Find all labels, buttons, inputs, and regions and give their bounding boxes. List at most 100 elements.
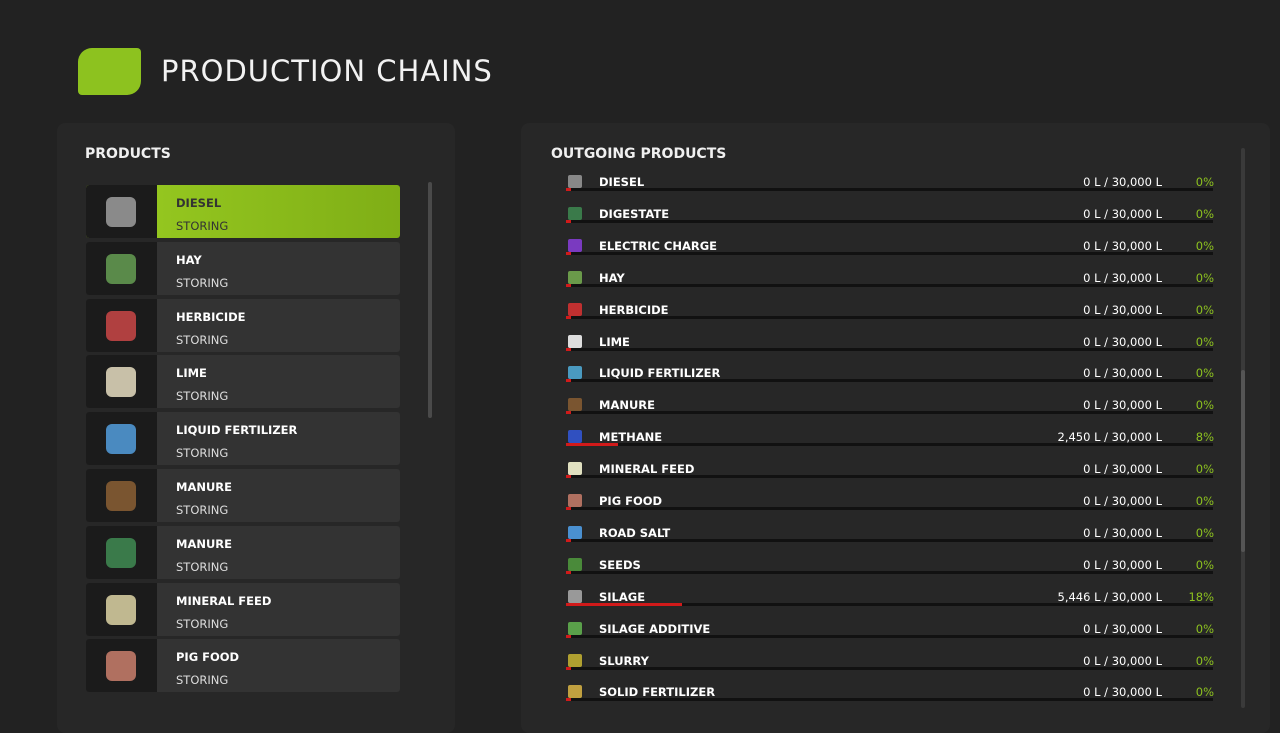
progress-fill — [566, 570, 571, 574]
product-icon — [568, 621, 582, 635]
product-name: MANURE — [176, 480, 233, 494]
outgoing-row: DIESEL 0 L / 30,000 L 0% — [566, 175, 1214, 203]
fill-percent: 0% — [1195, 270, 1214, 285]
progress-track — [566, 634, 1213, 638]
product-name: SILAGE ADDITIVE — [599, 621, 711, 636]
product-status: STORING — [176, 446, 229, 461]
product-icon — [568, 366, 582, 380]
product-status: STORING — [176, 616, 229, 631]
fill-percent: 0% — [1195, 238, 1214, 253]
outgoing-row: DIGESTATE 0 L / 30,000 L 0% — [566, 206, 1214, 235]
icon-shape — [106, 253, 136, 284]
fill-level: 2,450 L / 30,000 L — [1057, 430, 1162, 445]
fill-percent: 0% — [1195, 653, 1214, 668]
product-item[interactable]: MINERAL FEED STORING — [86, 582, 400, 636]
progress-track — [566, 347, 1213, 351]
product-name: DIESEL — [599, 175, 645, 189]
outgoing-row: METHANE 2,450 L / 30,000 L 8% — [566, 430, 1214, 458]
fill-level: 5,446 L / 30,000 L — [1057, 589, 1162, 604]
icon-shape — [106, 197, 136, 227]
outgoing-row: HERBICIDE 0 L / 30,000 L 0% — [566, 302, 1214, 331]
product-icon — [86, 525, 157, 579]
progress-track — [566, 475, 1213, 479]
product-icon — [568, 685, 582, 699]
product-item[interactable]: HERBICIDE STORING — [86, 298, 400, 352]
product-icon — [86, 185, 157, 238]
icon-shape — [106, 481, 136, 511]
fill-level: 0 L / 30,000 L — [1083, 206, 1162, 221]
fill-percent: 0% — [1195, 206, 1214, 221]
fill-level: 0 L / 30,000 L — [1083, 653, 1162, 668]
progress-fill — [566, 347, 571, 351]
product-icon — [568, 238, 582, 252]
product-status: STORING — [176, 389, 229, 404]
product-name: DIGESTATE — [599, 206, 670, 221]
product-item[interactable]: LIME STORING — [86, 355, 400, 409]
progress-track — [566, 538, 1213, 542]
product-name: LIQUID FERTILIZER — [599, 366, 721, 381]
progress-track — [566, 315, 1213, 319]
fill-level: 0 L / 30,000 L — [1083, 270, 1162, 285]
fill-level: 0 L / 30,000 L — [1083, 621, 1162, 636]
fill-level: 0 L / 30,000 L — [1083, 175, 1162, 189]
progress-fill — [566, 507, 571, 510]
outgoing-row: SLURRY 0 L / 30,000 L 0% — [566, 653, 1214, 682]
product-item[interactable]: MANURE STORING — [86, 525, 400, 579]
progress-fill — [566, 219, 571, 223]
fill-level: 0 L / 30,000 L — [1083, 334, 1162, 349]
product-icon — [568, 398, 582, 412]
product-status: STORING — [176, 219, 229, 233]
product-icon — [86, 241, 157, 295]
product-name: METHANE — [599, 430, 663, 445]
product-item[interactable]: HAY STORING — [86, 241, 400, 295]
fill-percent: 0% — [1195, 525, 1214, 540]
progress-track — [566, 188, 1213, 191]
product-item[interactable]: DIESEL STORING — [86, 185, 400, 238]
progress-track — [566, 570, 1213, 574]
progress-track — [566, 666, 1213, 670]
product-name: ROAD SALT — [599, 525, 671, 540]
outgoing-row: MANURE 0 L / 30,000 L 0% — [566, 398, 1214, 426]
product-name: HAY — [176, 252, 202, 267]
product-name: PIG FOOD — [599, 494, 663, 508]
product-icon — [568, 302, 582, 316]
product-icon — [568, 653, 582, 667]
fill-level: 0 L / 30,000 L — [1083, 525, 1162, 540]
product-name: PIG FOOD — [176, 650, 240, 665]
product-name: MANURE — [176, 536, 233, 551]
product-name: HERBICIDE — [176, 309, 246, 324]
progress-track — [566, 698, 1213, 702]
fill-percent: 0% — [1195, 175, 1214, 189]
product-name: LIME — [599, 334, 630, 349]
outgoing-row: MINERAL FEED 0 L / 30,000 L 0% — [566, 462, 1214, 490]
progress-fill — [566, 283, 571, 287]
product-name: LIME — [176, 366, 207, 381]
progress-fill — [566, 188, 571, 191]
product-icon — [568, 557, 582, 571]
scrollbar[interactable] — [1241, 370, 1245, 552]
product-status: STORING — [176, 332, 229, 347]
product-name: HAY — [599, 270, 625, 285]
product-item[interactable]: LIQUID FERTILIZER STORING — [86, 412, 400, 466]
outgoing-panel — [521, 123, 1270, 733]
progress-track — [566, 602, 1213, 606]
fill-percent: 8% — [1195, 430, 1214, 445]
product-icon — [568, 494, 582, 507]
progress-track — [566, 283, 1213, 287]
outgoing-row: SILAGE ADDITIVE 0 L / 30,000 L 0% — [566, 621, 1214, 650]
progress-fill — [566, 602, 683, 606]
progress-fill — [566, 698, 571, 702]
progress-fill — [566, 443, 618, 447]
product-icon — [568, 430, 582, 444]
progress-track — [566, 379, 1213, 383]
fill-percent: 0% — [1195, 398, 1214, 413]
product-icon — [86, 298, 157, 352]
scrollbar[interactable] — [428, 182, 432, 418]
product-icon — [568, 175, 582, 188]
product-item[interactable]: MANURE STORING — [86, 469, 400, 522]
product-item[interactable]: PIG FOOD STORING — [86, 639, 400, 693]
product-name: SEEDS — [599, 557, 641, 572]
fill-percent: 0% — [1195, 302, 1214, 317]
product-icon — [568, 589, 582, 603]
product-icon — [568, 270, 582, 284]
